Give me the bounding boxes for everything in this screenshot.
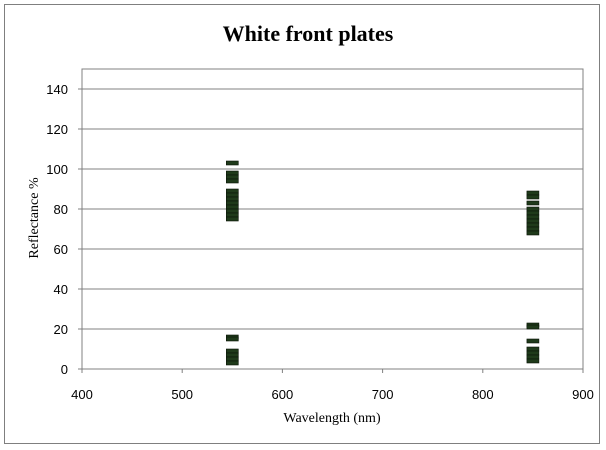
data-point: [226, 208, 239, 214]
data-point: [526, 210, 540, 216]
x-tick-label: 400: [71, 387, 93, 402]
data-point: [526, 230, 540, 236]
plot-area: [81, 68, 584, 370]
data-point: [226, 216, 239, 222]
data-point: [526, 190, 540, 196]
data-point: [526, 350, 540, 356]
y-tick-label: 40: [54, 282, 68, 297]
data-point: [526, 358, 540, 364]
data-point: [226, 212, 239, 218]
data-point: [226, 178, 239, 184]
data-points: [226, 160, 540, 366]
data-point: [226, 204, 239, 210]
data-point: [226, 360, 239, 366]
y-axis-label: Reflectance %: [27, 177, 42, 259]
y-tick-label: 100: [46, 162, 68, 177]
data-point: [226, 160, 239, 166]
data-point: [226, 336, 239, 342]
chart-frame: [4, 4, 600, 444]
data-point: [226, 174, 239, 180]
data-point: [526, 346, 540, 352]
y-tick-label: 120: [46, 122, 68, 137]
y-tick-label: 0: [61, 362, 68, 377]
chart-title: White front plates: [223, 21, 394, 46]
x-axis-ticks: 400 500 600 700 800 900: [71, 369, 594, 402]
data-point: [226, 192, 239, 198]
y-tick-label: 20: [54, 322, 68, 337]
data-point: [526, 206, 540, 212]
y-axis-ticks: 0 20 40 60 80 100 120 140: [46, 82, 82, 377]
data-point: [526, 354, 540, 360]
data-point: [526, 222, 540, 228]
data-point: [526, 214, 540, 220]
y-tick-label: 80: [54, 202, 68, 217]
gridlines: [82, 88, 583, 330]
data-point: [226, 352, 239, 358]
data-point: [526, 324, 540, 330]
data-point: [226, 200, 239, 206]
data-point: [526, 194, 540, 200]
data-point: [526, 226, 540, 232]
data-point: [226, 196, 239, 202]
x-axis-label: Wavelength (nm): [283, 411, 381, 426]
data-point: [526, 218, 540, 224]
y-tick-label: 60: [54, 242, 68, 257]
data-point: [526, 200, 540, 206]
data-point: [226, 188, 239, 194]
x-tick-label: 500: [171, 387, 193, 402]
x-tick-label: 800: [472, 387, 494, 402]
x-tick-label: 700: [372, 387, 394, 402]
x-tick-label: 600: [272, 387, 294, 402]
data-point: [226, 348, 239, 354]
data-point: [226, 356, 239, 362]
data-point: [526, 338, 540, 344]
x-tick-label: 900: [572, 387, 594, 402]
y-tick-label: 140: [46, 82, 68, 97]
data-point: [226, 170, 239, 176]
